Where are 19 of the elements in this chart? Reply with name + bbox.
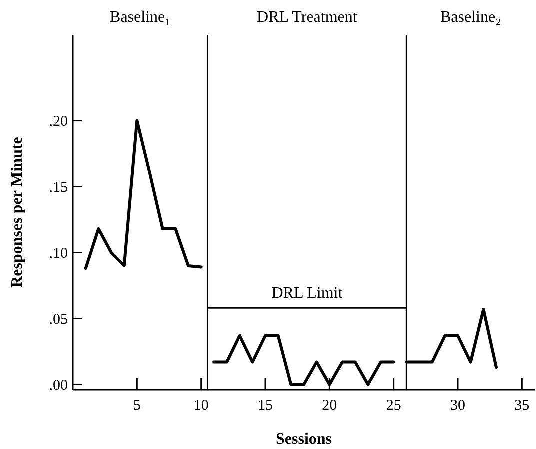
x-tick-label: 25 xyxy=(386,398,402,414)
x-tick-label: 20 xyxy=(322,398,338,414)
y-axis-title: Responses per Minute xyxy=(9,137,26,288)
x-tick-label: 10 xyxy=(194,398,209,414)
x-tick-label: 5 xyxy=(133,398,141,414)
y-tick-label: .05 xyxy=(49,312,68,328)
y-tick-label: .15 xyxy=(49,180,68,196)
y-tick-label: .10 xyxy=(49,246,68,262)
text: DRL Treatment xyxy=(257,9,358,26)
x-axis-title: Sessions xyxy=(276,431,332,448)
ref-line-label: DRL Limit xyxy=(272,285,344,302)
y-tick-label: .20 xyxy=(49,114,68,130)
y-tick-label: .00 xyxy=(49,378,68,394)
text: Baseline₂ xyxy=(440,9,502,26)
x-tick-label: 15 xyxy=(258,398,273,414)
text: Baseline₁ xyxy=(110,9,171,26)
x-tick-label: 35 xyxy=(514,398,530,414)
x-tick-label: 30 xyxy=(450,398,466,414)
line-series xyxy=(84,119,203,270)
